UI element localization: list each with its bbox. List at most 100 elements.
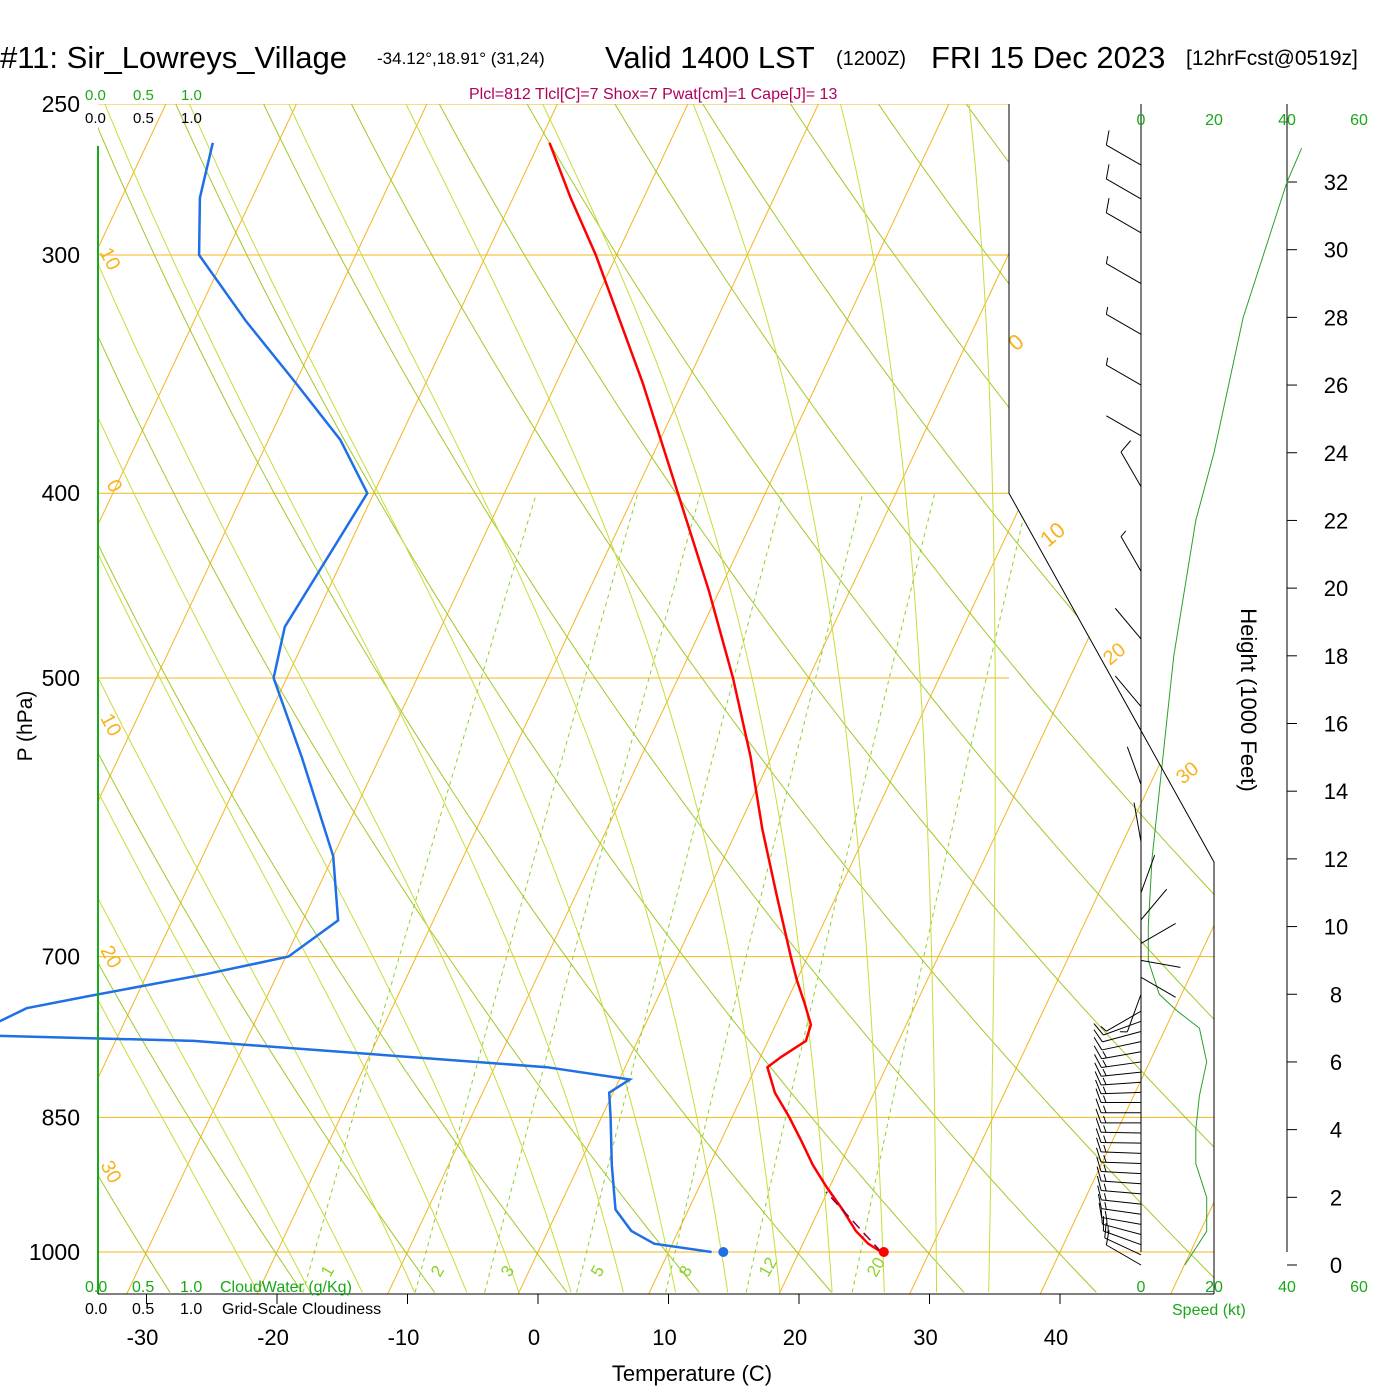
- wind-barb: [1093, 1037, 1142, 1051]
- cloudwater-tick-top-0: 0.0: [85, 87, 106, 104]
- temperature-tick-label: -10: [388, 1325, 420, 1350]
- wind-barb-staff: [1101, 1151, 1142, 1154]
- wind-barb-flag: [1095, 1108, 1102, 1124]
- moist-adiabat-line: [98, 104, 624, 1293]
- wind-barb-staff: [1140, 923, 1176, 944]
- pressure-tick-label: 300: [42, 242, 80, 268]
- wind-barb-half-flag: [1103, 1095, 1107, 1103]
- title-coords: -34.12°,18.91° (31,24): [377, 49, 545, 68]
- height-tick-label: 22: [1324, 508, 1348, 533]
- wind-barb: [1095, 1118, 1142, 1134]
- plot-right-border: [1008, 104, 1215, 1294]
- wind-barb-staff: [1106, 144, 1142, 166]
- moist-adiabat-line: [831, 104, 937, 1293]
- wind-barb: [1102, 1216, 1142, 1246]
- wind-barb-staff: [1140, 854, 1156, 893]
- temperature-tick-label: 10: [652, 1325, 676, 1350]
- wind-barb: [1095, 1088, 1141, 1104]
- isotherm-line: [387, 104, 950, 1294]
- isotherm-line: [256, 104, 819, 1294]
- wind-barb: [1105, 357, 1142, 386]
- wind-barb-staff: [1106, 415, 1142, 437]
- wind-barb-half-flag: [1102, 1059, 1107, 1068]
- height-tick-label: 2: [1330, 1185, 1342, 1210]
- isotherm-label: 10: [1035, 517, 1070, 552]
- wind-barb-staff: [1101, 1171, 1142, 1175]
- wind-barb-staff: [1101, 1216, 1142, 1225]
- wind-barb-half-flag: [1102, 1068, 1107, 1076]
- pressure-tick-label: 400: [42, 480, 80, 506]
- height-tick-label: 16: [1324, 712, 1348, 737]
- height-tick-label: 18: [1324, 644, 1348, 669]
- wind-barb-half-flag: [1102, 1051, 1107, 1059]
- wind-barb-half-flag: [1103, 1105, 1107, 1113]
- wind-barb: [1120, 440, 1142, 487]
- wind-barb-half-flag: [1100, 1025, 1107, 1032]
- dry-adiabat-line: [98, 104, 303, 1293]
- wind-barb-flag: [1093, 1029, 1103, 1043]
- wind-barb: [1105, 256, 1142, 284]
- mixing-ratio-line: [665, 493, 864, 1293]
- wind-barb-staff: [1100, 1131, 1142, 1134]
- mixing-ratio-label: 20: [863, 1254, 889, 1280]
- wind-barb-staff: [1126, 994, 1142, 1033]
- isotherm-line: [1039, 104, 1214, 1294]
- cloudiness-tick-top-2: 1.0: [181, 110, 202, 127]
- wind-barb-half-flag: [1104, 1201, 1107, 1210]
- isotherm-label: 20: [1099, 639, 1130, 670]
- wind-barb-half-flag: [1106, 1218, 1108, 1226]
- wind-barb-staff: [1101, 1081, 1142, 1086]
- mixing-ratio-line: [851, 493, 1030, 1293]
- wind-barb: [1095, 1128, 1142, 1144]
- height-tick-label: 4: [1330, 1118, 1342, 1143]
- height-tick-label: 30: [1324, 238, 1348, 263]
- mixing-ratio-label: 8: [675, 1262, 696, 1280]
- dry-adiabat-line: [98, 104, 436, 1293]
- wind-barb: [1096, 1147, 1142, 1164]
- wind-barb-half-flag: [1103, 1164, 1107, 1172]
- title-station: #11: Sir_Lowreys_Village: [0, 40, 347, 75]
- wind-barb-staff: [1114, 675, 1142, 707]
- wind-barb-flag: [1120, 440, 1132, 453]
- wind-barb-flag: [1096, 1166, 1102, 1182]
- wind-barb-flag: [1096, 1157, 1102, 1172]
- temperature-tick-label: 20: [783, 1325, 807, 1350]
- wind-barb-staff: [1101, 1208, 1142, 1215]
- wind-barb: [1105, 198, 1142, 234]
- isotherm-line: [1170, 104, 1214, 1294]
- wind-barb-flag: [1095, 1088, 1102, 1103]
- moist-adiabat-line: [678, 104, 885, 1293]
- wind-barb-staff: [1104, 1237, 1142, 1256]
- dry-adiabat-line: [507, 104, 1214, 1293]
- wind-barb: [1094, 1062, 1142, 1077]
- wind-barb-staff: [1140, 888, 1168, 921]
- mixing-ratio-label: 3: [497, 1262, 518, 1280]
- moist-adiabat-line: [98, 104, 415, 1293]
- wind-barb: [1105, 306, 1142, 335]
- moist-adiabat-line: [98, 104, 311, 1293]
- speed-tick-top: 60: [1350, 112, 1368, 129]
- isotherm-label: 30: [96, 1157, 126, 1187]
- wind-barb-half-flag: [1103, 1115, 1107, 1124]
- moist-adiabat-line: [526, 104, 833, 1293]
- wind-barb: [1096, 1175, 1142, 1195]
- cloudwater-tick-bottom-1: 0.5: [132, 1279, 154, 1296]
- dry-adiabat-line: [98, 104, 171, 1293]
- isotherm-label: 10: [95, 244, 125, 274]
- wind-barb-flag: [1095, 1118, 1102, 1133]
- isotherm-line: [909, 104, 1214, 1294]
- title-zulu: (1200Z): [836, 48, 906, 70]
- dry-adiabat-line: [420, 104, 1214, 1293]
- pressure-tick-label: 850: [42, 1104, 80, 1130]
- wind-barb-flag: [1094, 1071, 1102, 1086]
- moist-adiabat-line: [964, 104, 996, 1293]
- wind-barb: [1098, 1202, 1142, 1225]
- moist-adiabat-line: [98, 104, 363, 1293]
- temperature-tick-label: 40: [1044, 1325, 1068, 1350]
- wind-barb-flag: [1095, 1098, 1102, 1113]
- speed-tick-bottom: 60: [1350, 1279, 1368, 1296]
- mixing-ratio-line: [745, 493, 936, 1293]
- cloudiness-tick-top-0: 0.0: [85, 110, 106, 127]
- wind-barb-staff: [1101, 1161, 1142, 1164]
